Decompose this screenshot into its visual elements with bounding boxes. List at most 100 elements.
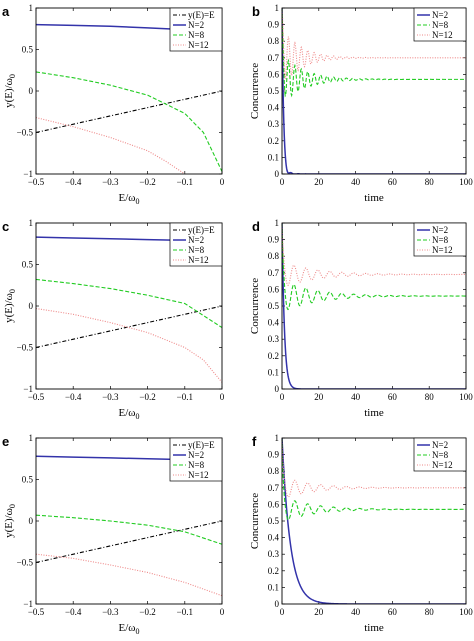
series-line-N-8	[36, 514, 222, 545]
legend-label: N=8	[188, 245, 205, 255]
x-tick-label: −0.2	[139, 177, 155, 187]
y-tick-label: 0.2	[268, 566, 279, 576]
y-tick-label: 0.2	[268, 136, 279, 146]
legend: y(E)=EN=2N=8N=12	[169, 7, 223, 52]
y-axis-label: y(E)/ω0	[3, 74, 17, 108]
y-tick-label: 0.3	[268, 549, 280, 559]
panel-letter: d	[252, 219, 260, 234]
series-line-y-E-E	[36, 90, 222, 134]
series-line-N-12	[282, 223, 466, 286]
series-line-N-2	[282, 438, 466, 604]
legend-label: N=12	[432, 245, 453, 255]
y-tick-label: 1	[275, 218, 280, 228]
y-tick-label: 0	[275, 169, 280, 179]
y-tick-label: 0.3	[268, 119, 280, 129]
series-line-y-E-E	[36, 305, 222, 349]
x-tick-label: 40	[351, 177, 361, 187]
series-line-N-8	[282, 223, 466, 311]
x-tick-label: −0.2	[139, 392, 155, 402]
x-axis-label: time	[364, 192, 384, 204]
panel-d: d 0 20 40 60 80 100 0 0.1 0.2 0.3 0.4 0.5 0.6 0.7 0.8 0.…	[249, 218, 473, 419]
y-tick-label: 0.6	[268, 284, 280, 294]
x-axis-label: E/ω0	[118, 192, 139, 206]
y-tick-label: 0.5	[268, 301, 280, 311]
x-tick-label: 0	[280, 177, 285, 187]
legend: y(E)=EN=2N=8N=12	[169, 222, 223, 267]
legend-label: N=8	[432, 235, 449, 245]
x-tick-label: −0.1	[177, 607, 193, 617]
x-tick-label: −0.3	[102, 392, 119, 402]
x-tick-label: 60	[388, 392, 398, 402]
plot-frame	[281, 222, 467, 390]
x-axis-label: E/ω0	[118, 622, 139, 636]
y-tick-label: 0.8	[268, 36, 280, 46]
x-tick-label: 100	[459, 177, 473, 187]
y-tick-label: 0	[275, 599, 280, 609]
legend-label: N=12	[188, 40, 209, 50]
y-tick-label: 0.8	[268, 251, 280, 261]
y-tick-label: 0.5	[268, 516, 280, 526]
series-line-N-12	[282, 438, 466, 498]
legend-label: N=12	[188, 255, 209, 265]
y-tick-label: 1	[275, 3, 280, 13]
legend-box	[169, 222, 223, 267]
series-line-N-8	[282, 438, 466, 521]
y-tick-label: 0.4	[268, 318, 280, 328]
legend-label: N=8	[188, 30, 205, 40]
y-axis-label-sub: 0	[8, 504, 17, 508]
x-tick-label: 80	[425, 607, 435, 617]
x-tick-label: −0.4	[65, 177, 82, 187]
y-tick-label: 1	[29, 218, 34, 228]
y-tick-label: 0.9	[268, 20, 280, 30]
y-axis-label: Concurrence	[249, 493, 261, 549]
series-group	[282, 438, 466, 604]
y-tick-label: −0.5	[17, 128, 34, 138]
legend-label: N=2	[432, 440, 448, 450]
series-line-N-12	[36, 117, 186, 174]
legend-box	[169, 437, 223, 482]
legend-label: y(E)=E	[188, 440, 215, 450]
x-tick-label: −0.5	[28, 177, 45, 187]
x-tick-label: −0.1	[177, 177, 193, 187]
legend-label: N=2	[188, 450, 204, 460]
panel-b: b 0 20 40 60 80 100 0 0.1 0.2 0.3 0.4 0.5 0.6 0.7 0.8 0.…	[249, 3, 473, 204]
plot-frame	[281, 7, 467, 175]
y-tick-label: 0.5	[22, 260, 34, 270]
y-tick-label: 0.1	[268, 367, 279, 377]
y-tick-label: 0	[29, 301, 34, 311]
x-tick-label: 0	[280, 392, 285, 402]
x-axis-label: E/ω0	[118, 407, 139, 421]
plot-frame	[35, 7, 223, 175]
y-tick-label: 1	[29, 3, 34, 13]
y-axis-label: Concurrence	[249, 63, 261, 119]
y-tick-label: 0.6	[268, 499, 280, 509]
y-tick-label: 0.1	[268, 152, 279, 162]
x-tick-label: 20	[314, 177, 324, 187]
y-tick-label: −1	[23, 599, 33, 609]
series-line-N-8	[282, 8, 466, 98]
x-axis-label: time	[364, 407, 384, 419]
x-axis-label-sub: 0	[136, 412, 140, 421]
y-axis-label-sub: 0	[8, 74, 17, 78]
x-axis-label: time	[364, 622, 384, 634]
series-line-N-8	[36, 278, 222, 329]
x-tick-label: 20	[314, 392, 324, 402]
x-tick-label: −0.2	[139, 607, 155, 617]
y-axis-label: y(E)/ω0	[3, 504, 17, 538]
panel-c: c−0.5 −0.4 −0.3 −0.2 −0.1 0−1−0.500.51E/ω0y(E…	[2, 218, 225, 421]
y-tick-label: −1	[23, 169, 33, 179]
x-tick-label: 80	[425, 177, 435, 187]
plot-frame	[35, 437, 223, 605]
legend-label: N=8	[432, 450, 449, 460]
y-tick-label: −1	[23, 384, 33, 394]
y-tick-label: 1	[275, 433, 280, 443]
legend: N=2N=8N=12	[413, 222, 467, 257]
legend: N=2N=8N=12	[413, 7, 467, 42]
y-tick-label: 0.7	[268, 268, 280, 278]
y-tick-label: 0.5	[22, 475, 34, 485]
plot-frame	[35, 222, 223, 390]
x-tick-label: 0	[220, 392, 225, 402]
legend-label: N=12	[188, 470, 209, 480]
x-axis-label-sub: 0	[136, 197, 140, 206]
